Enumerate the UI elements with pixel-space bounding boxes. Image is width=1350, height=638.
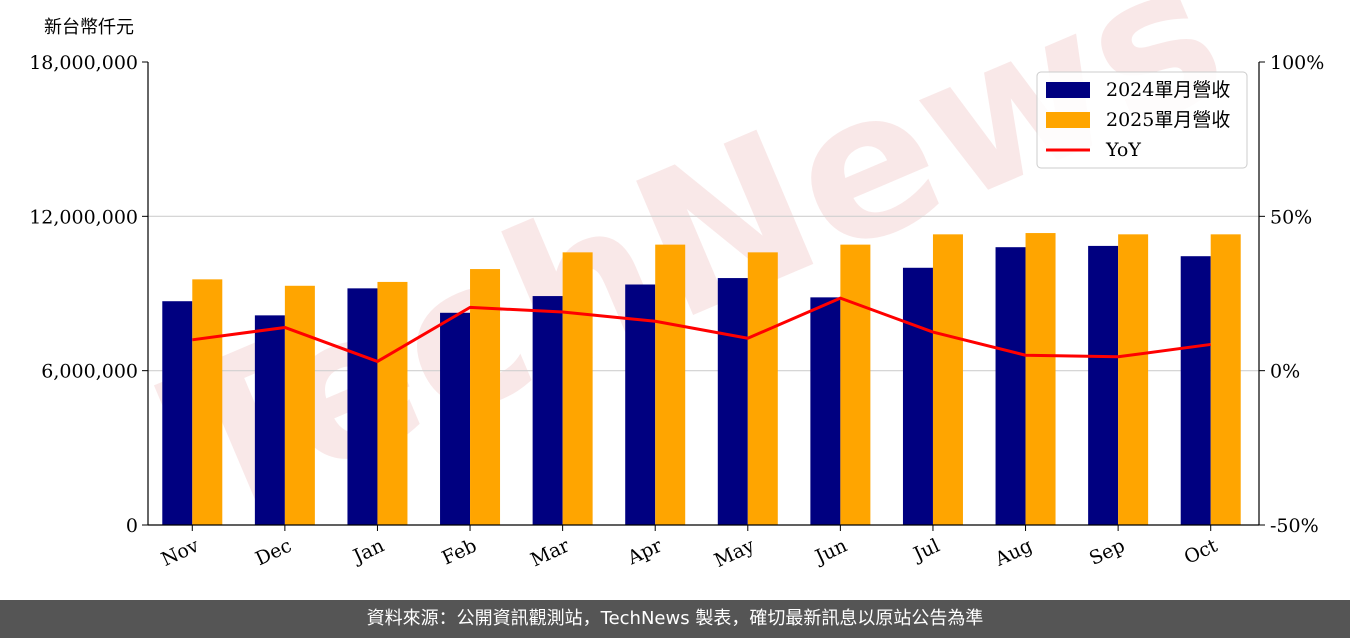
bar-2025-dec [284, 285, 315, 525]
bar-2024-nov [162, 301, 193, 525]
bar-2024-mar [532, 296, 563, 525]
bar-2024-jul [902, 267, 933, 525]
x-tick-label: Jun [810, 535, 850, 569]
x-tick-label: Jul [908, 535, 943, 567]
bar-2024-aug [995, 247, 1026, 525]
grid-lines [148, 215, 1259, 372]
x-tick-label: Feb [439, 535, 481, 570]
bar-2025-oct [1210, 234, 1241, 526]
y2-tick-label: -50% [1270, 515, 1319, 537]
x-tick-label: Nov [158, 534, 203, 570]
x-tick-label: Jan [348, 535, 387, 569]
y-tick-label: 12,000,000 [29, 206, 138, 228]
y2-tick-label: 100% [1270, 52, 1324, 74]
revenue-chart: TechNews 06,000,00012,000,00018,000,000-… [29, 0, 1324, 572]
yoy-line-group [192, 296, 1211, 363]
x-tick-label: Aug [991, 535, 1036, 571]
bar-2025-jun [840, 244, 871, 525]
legend-label: 2024單月營收 [1106, 79, 1230, 101]
bar-2025-apr [655, 244, 686, 525]
bar-2024-feb [440, 312, 471, 525]
bar-2025-sep [1118, 234, 1149, 526]
bar-2025-jul [932, 234, 963, 526]
bar-2024-may [717, 278, 748, 525]
bar-2025-may [747, 252, 778, 525]
x-tick-label: Mar [527, 534, 573, 571]
legend-swatch [1046, 112, 1090, 128]
bar-2025-mar [562, 252, 593, 525]
bar-2025-jan [377, 281, 408, 525]
bar-2024-jun [810, 297, 841, 525]
bar-2024-apr [625, 284, 656, 525]
source-footer: 資料來源：公開資訊觀測站，TechNews 製表，確切最新訊息以原站公告為準 [0, 600, 1350, 638]
legend-swatch [1046, 82, 1090, 98]
bar-2024-sep [1088, 245, 1119, 526]
y-axis-unit-label: 新台幣仟元 [44, 17, 134, 38]
yoy-line [192, 296, 1211, 363]
bar-2024-dec [254, 315, 285, 525]
legend-label: YoY [1105, 139, 1141, 161]
legend-label: 2025單月營收 [1106, 109, 1230, 131]
bar-2025-nov [192, 279, 223, 525]
y-tick-label: 0 [126, 515, 138, 537]
bar-2025-aug [1025, 233, 1056, 525]
legend: 2024單月營收 2025單月營收 YoY [1036, 71, 1248, 169]
x-tick-label: Oct [1181, 534, 1221, 568]
x-tick-label: Apr [623, 534, 666, 570]
x-tick-label: May [711, 534, 758, 572]
bars [162, 233, 1241, 526]
y2-tick-label: 50% [1270, 206, 1312, 228]
y-tick-label: 6,000,000 [41, 361, 138, 383]
bar-2025-feb [470, 269, 501, 525]
bar-2024-jan [347, 288, 378, 525]
bar-2024-oct [1180, 256, 1211, 525]
y2-tick-label: 0% [1270, 361, 1300, 383]
y-tick-label: 18,000,000 [29, 52, 138, 74]
x-tick-label: Sep [1086, 535, 1128, 570]
